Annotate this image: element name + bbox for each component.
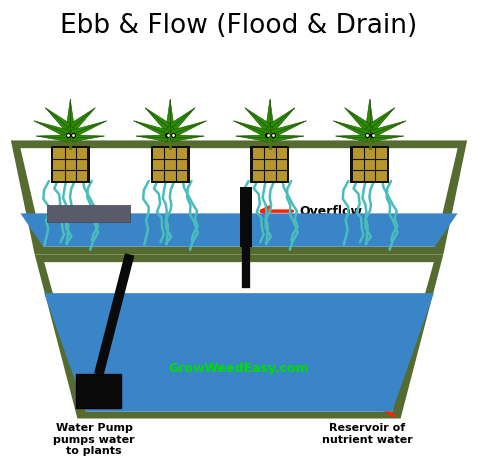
Text: Overflow: Overflow [299, 205, 362, 218]
Polygon shape [370, 121, 406, 138]
Polygon shape [345, 108, 370, 131]
Text: Water Pump
pumps water
to plants: Water Pump pumps water to plants [53, 423, 135, 456]
Polygon shape [364, 99, 376, 140]
Polygon shape [336, 135, 368, 142]
Bar [76, 374, 121, 408]
Bar [250, 146, 289, 183]
Polygon shape [264, 99, 276, 140]
Polygon shape [136, 135, 168, 142]
Bar [53, 148, 87, 181]
Polygon shape [44, 262, 434, 412]
Polygon shape [11, 140, 467, 254]
Polygon shape [372, 135, 403, 142]
Polygon shape [34, 121, 69, 138]
Polygon shape [334, 121, 369, 138]
Text: Reservoir of
nutrient water: Reservoir of nutrient water [322, 423, 413, 445]
Polygon shape [172, 135, 204, 142]
Polygon shape [245, 108, 271, 131]
Polygon shape [45, 108, 71, 131]
Bar [46, 205, 130, 222]
Polygon shape [169, 108, 195, 131]
Polygon shape [171, 121, 206, 138]
Bar [350, 146, 389, 183]
Polygon shape [145, 108, 171, 131]
Polygon shape [134, 121, 169, 138]
Bar [240, 187, 252, 246]
Polygon shape [272, 135, 304, 142]
Polygon shape [72, 135, 104, 142]
Text: Ebb & Flow (Flood & Drain): Ebb & Flow (Flood & Drain) [60, 13, 418, 39]
Polygon shape [236, 135, 268, 142]
Polygon shape [234, 121, 269, 138]
Bar [253, 148, 287, 181]
Polygon shape [164, 99, 176, 140]
Polygon shape [21, 148, 457, 246]
Polygon shape [271, 121, 306, 138]
Polygon shape [65, 99, 76, 140]
Polygon shape [36, 135, 68, 142]
Polygon shape [44, 293, 434, 412]
Polygon shape [34, 254, 444, 418]
Bar [51, 146, 90, 183]
Bar [353, 148, 387, 181]
Polygon shape [71, 121, 107, 138]
Polygon shape [21, 213, 457, 246]
Bar [153, 148, 187, 181]
Polygon shape [369, 108, 394, 131]
Polygon shape [69, 108, 95, 131]
Bar [151, 146, 190, 183]
Text: GrowWeedEasy.com: GrowWeedEasy.com [169, 362, 309, 375]
Polygon shape [269, 108, 295, 131]
